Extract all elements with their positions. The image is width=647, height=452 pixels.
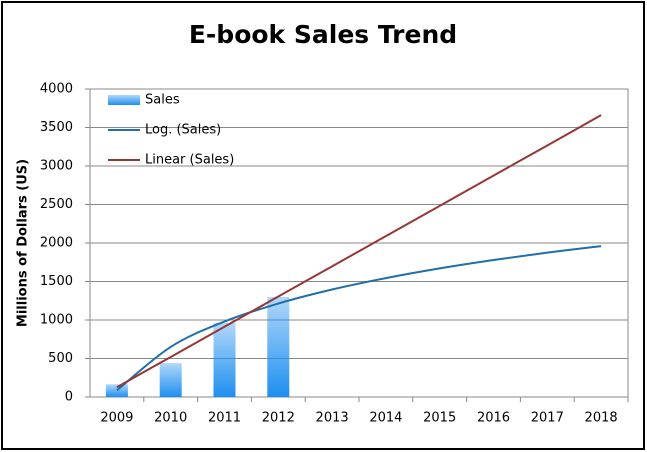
x-tick-label: 2010 [154,411,187,426]
y-tick-label: 4000 [40,82,73,97]
legend-label: Linear (Sales) [145,153,234,168]
x-tick-label: 2018 [585,411,618,426]
x-tick-label: 2017 [531,411,564,426]
x-tick-label: 2016 [477,411,510,426]
y-tick-label: 500 [48,351,73,366]
x-tick-label: 2011 [208,411,241,426]
y-tick-label: 0 [65,390,73,405]
y-tick-label: 1000 [40,313,73,328]
x-tick-label: 2015 [423,411,456,426]
trend-line [116,114,602,389]
y-axis-label: Millions of Dollars (US) [16,159,31,327]
x-tick-label: 2014 [369,411,402,426]
bar [213,323,236,397]
legend-swatch [108,95,140,105]
bar [159,363,182,397]
legend-label: Log. (Sales) [145,123,221,138]
x-tick-label: 2012 [262,411,295,426]
bar [105,384,128,397]
y-tick-label: 2500 [40,197,73,212]
bar [267,296,290,397]
y-tick-label: 3500 [40,120,73,135]
legend-label: Sales [145,93,180,108]
y-tick-label: 1500 [40,274,73,289]
x-tick-label: 2009 [100,411,133,426]
trend-line [116,245,602,392]
y-tick-label: 2000 [40,236,73,251]
x-tick-label: 2013 [316,411,349,426]
y-tick-label: 3000 [40,159,73,174]
chart-title: E-book Sales Trend [189,20,457,49]
